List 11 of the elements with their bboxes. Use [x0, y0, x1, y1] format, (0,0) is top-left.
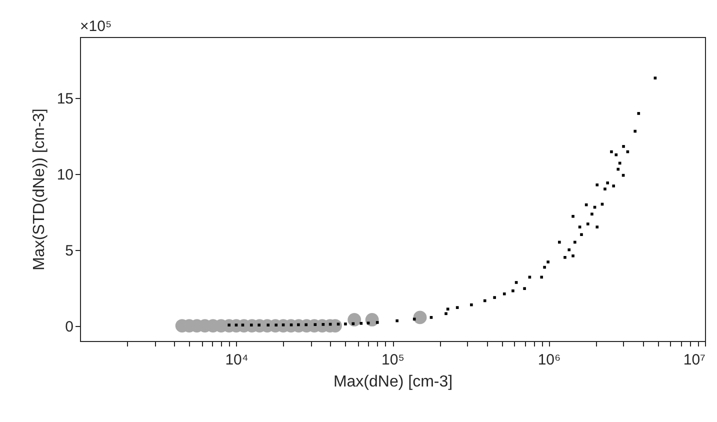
x-tick-label: 10⁶: [538, 352, 561, 368]
x-tick-label: 10⁵: [382, 352, 404, 368]
y-tick-label: 0: [65, 318, 74, 336]
x-axis-title: Max(dNe) [cm-3]: [333, 374, 453, 390]
y-axis-title: Max(STD(dNe)) [cm-3]: [30, 108, 48, 270]
y-tick-label: 15: [56, 90, 74, 108]
y-tick-label: 5: [65, 242, 74, 260]
y-tick-label: 10: [56, 166, 74, 184]
x-tick-label: 10⁷: [683, 352, 706, 368]
text: ×10⁵: [80, 18, 112, 35]
x-tick-label: 10⁴: [225, 352, 248, 368]
